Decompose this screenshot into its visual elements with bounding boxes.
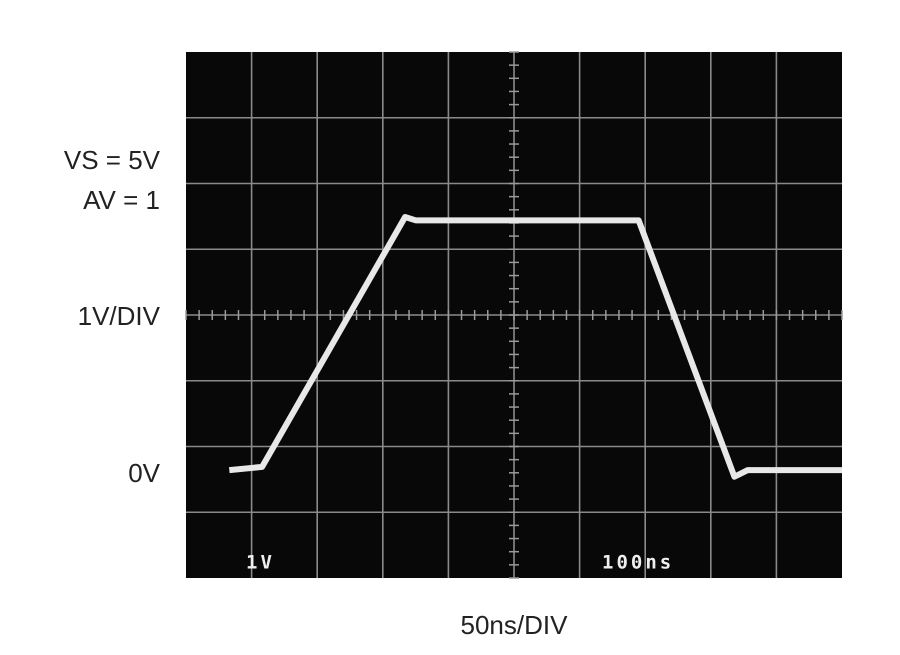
gain-label: AV = 1 (83, 185, 160, 215)
screen-time-label: 100ns (602, 552, 674, 574)
supply-label: VS = 5V (64, 145, 161, 175)
zero-label: 0V (128, 458, 160, 488)
graticule (185, 51, 843, 579)
trace (228, 214, 842, 480)
horizontal-scale-label: 50ns/DIV (461, 610, 569, 640)
vertical-scale-label: 1V/DIV (78, 301, 161, 331)
screen-volts-label: 1V (246, 552, 275, 574)
